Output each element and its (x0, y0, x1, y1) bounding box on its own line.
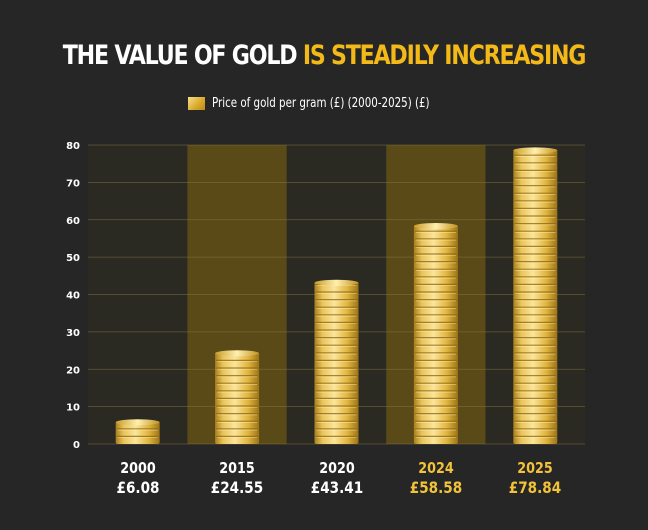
coin-top (513, 147, 558, 154)
legend-label: Price of gold per gram (£) (2000-2025) (… (212, 96, 430, 111)
coin-top (413, 223, 458, 230)
bar-2024 (413, 223, 458, 444)
x-tick-year: 2000 (119, 459, 156, 477)
coin-top (215, 350, 260, 357)
x-tick-price: £78.84 (509, 478, 562, 497)
chart-title: THE VALUE OF GOLD IS STEADILY INCREASING (58, 40, 589, 71)
bar (413, 225, 458, 444)
x-tick-year: 2020 (318, 459, 355, 477)
bar (115, 421, 160, 444)
y-tick-label: 20 (66, 365, 80, 376)
x-label-2000: 2000 £6.08 (98, 459, 178, 497)
x-tick-price: £6.08 (116, 478, 160, 497)
x-tick-year: 2024 (418, 459, 454, 477)
y-tick-label: 80 (66, 141, 80, 152)
x-label-2015: 2015 £24.55 (197, 459, 277, 497)
bar (314, 281, 359, 444)
legend-swatch (188, 97, 206, 110)
bar-2000 (115, 419, 160, 444)
x-tick-year: 2025 (517, 459, 554, 477)
y-tick-label: 10 (66, 403, 80, 414)
coin-top (115, 419, 160, 426)
title-part-2: IS STEADILY INCREASING (302, 40, 587, 71)
bar-2015 (215, 350, 260, 444)
legend: Price of gold per gram (£) (2000-2025) (… (0, 96, 648, 111)
x-tick-price: £24.55 (210, 478, 264, 497)
x-label-2020: 2020 £43.41 (297, 459, 377, 497)
x-tick-price: £58.58 (409, 478, 463, 497)
bar-2025 (513, 147, 558, 444)
bar-2020 (314, 279, 359, 444)
x-label-2025: 2025 £78.84 (495, 459, 575, 497)
y-tick-label: 60 (66, 216, 80, 227)
x-label-2024: 2024 £58.58 (396, 459, 476, 497)
coin-top (314, 279, 359, 286)
y-tick-label: 30 (66, 328, 80, 339)
y-tick-label: 70 (66, 178, 80, 189)
y-tick-label: 50 (66, 253, 80, 264)
x-tick-year: 2015 (219, 459, 255, 477)
x-tick-price: £43.41 (310, 478, 363, 497)
y-tick-label: 0 (73, 440, 80, 451)
title-part-1: THE VALUE OF GOLD (62, 40, 298, 71)
y-tick-label: 40 (66, 291, 80, 302)
